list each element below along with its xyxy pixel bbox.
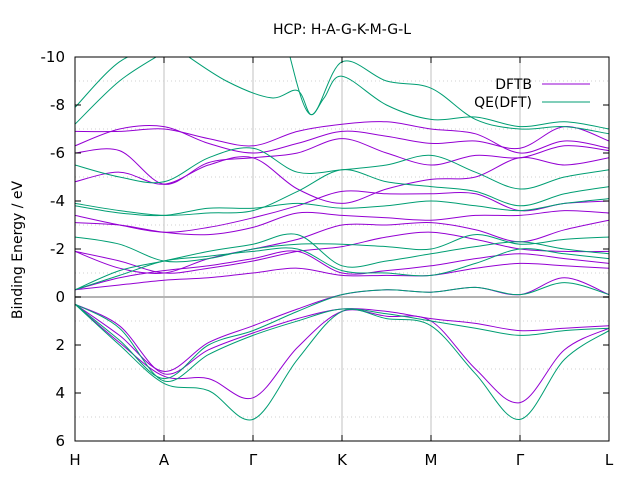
- x-tick-label: A: [159, 451, 170, 469]
- band-line-dftb: [75, 124, 609, 154]
- band-line-qe: [75, 147, 609, 190]
- band-line-dftb: [75, 138, 609, 185]
- band-line-qe: [75, 303, 609, 421]
- band-line-dftb: [75, 121, 609, 154]
- legend-label-qe: QE(DFT): [474, 95, 532, 111]
- legend: DFTB QE(DFT): [474, 77, 590, 111]
- legend-label-dftb: DFTB: [495, 77, 532, 93]
- y-tick-label: -8: [50, 96, 65, 114]
- axes: -10 -8 -6 -4 -2 0 2 4 6H A Γ K M Γ L: [41, 48, 614, 469]
- band-line-dftb: [75, 250, 609, 291]
- y-tick-label: 4: [55, 384, 65, 402]
- band-line-dftb: [75, 262, 609, 291]
- band-line-qe: [75, 234, 609, 263]
- y-tick-label: -10: [41, 48, 66, 66]
- y-tick-label: -4: [50, 192, 65, 210]
- y-axis-label: Binding Energy / eV: [10, 180, 26, 319]
- x-tick-label: Γ: [516, 451, 525, 469]
- band-line-qe: [75, 57, 130, 108]
- band-line-qe: [75, 57, 158, 125]
- y-tick-label: 2: [55, 336, 65, 354]
- band-line-qe: [75, 303, 609, 382]
- x-tick-label: L: [605, 451, 614, 469]
- band-line-qe: [75, 282, 609, 380]
- chart-title: HCP: H-A-G-K-M-G-L: [273, 22, 411, 38]
- x-tick-label: K: [337, 451, 348, 469]
- x-tick-label: H: [69, 451, 80, 469]
- x-tick-label: M: [425, 451, 438, 469]
- y-tick-label: -6: [50, 144, 65, 162]
- series-layer: [75, 57, 609, 421]
- band-line-qe: [289, 57, 609, 135]
- y-tick-label: 0: [55, 288, 65, 306]
- y-tick-label: -2: [50, 240, 65, 258]
- band-line-qe: [187, 57, 609, 130]
- y-tick-label: 6: [55, 432, 65, 450]
- x-tick-label: Γ: [249, 451, 258, 469]
